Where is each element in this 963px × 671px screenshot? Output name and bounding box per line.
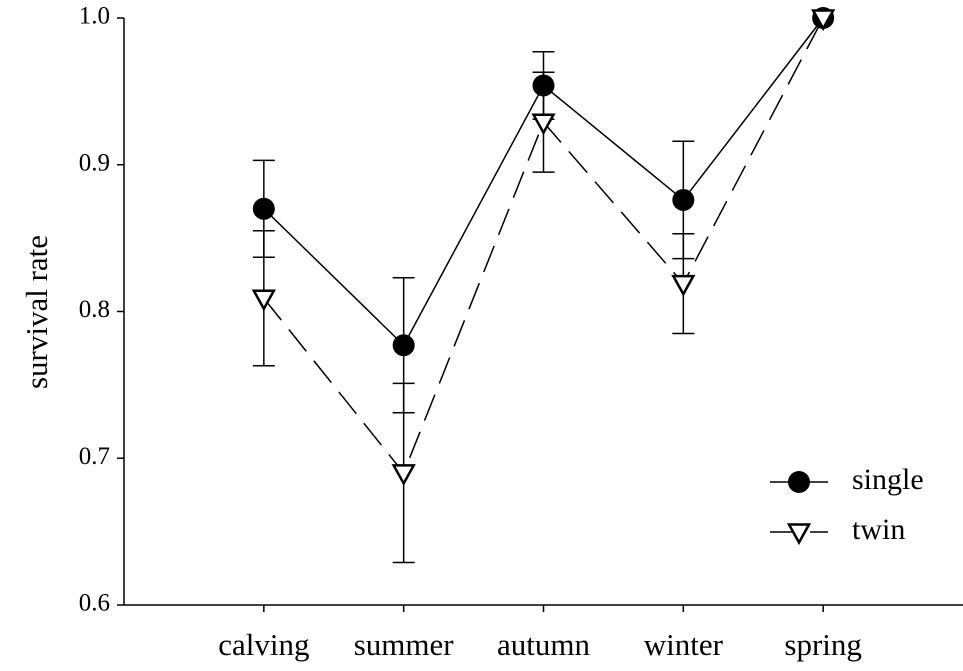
y-tick-label: 0.8 — [79, 296, 110, 323]
x-tick-label: autumn — [497, 627, 590, 662]
legend-marker — [786, 523, 812, 546]
data-point — [672, 188, 695, 211]
data-point — [251, 289, 276, 312]
data-point — [532, 74, 555, 97]
data-point — [392, 334, 415, 357]
data-point — [671, 274, 696, 297]
x-tick-label: winter — [644, 627, 724, 662]
x-tick-label: summer — [354, 627, 455, 662]
y-axis-label: survival rate — [19, 235, 54, 389]
y-tick-label: 0.7 — [79, 443, 110, 470]
data-point — [252, 197, 275, 220]
y-tick-label: 0.6 — [79, 590, 110, 617]
data-point — [391, 464, 416, 486]
legend-label: twin — [852, 513, 905, 546]
legend-label: single — [852, 463, 924, 496]
x-tick-label: spring — [784, 627, 862, 662]
data-point — [531, 113, 556, 136]
y-tick-label: 0.9 — [79, 149, 110, 176]
y-tick-label: 1.0 — [79, 3, 110, 30]
x-tick-label: calving — [218, 627, 309, 662]
data-point — [811, 9, 836, 32]
legend-marker — [788, 471, 810, 493]
